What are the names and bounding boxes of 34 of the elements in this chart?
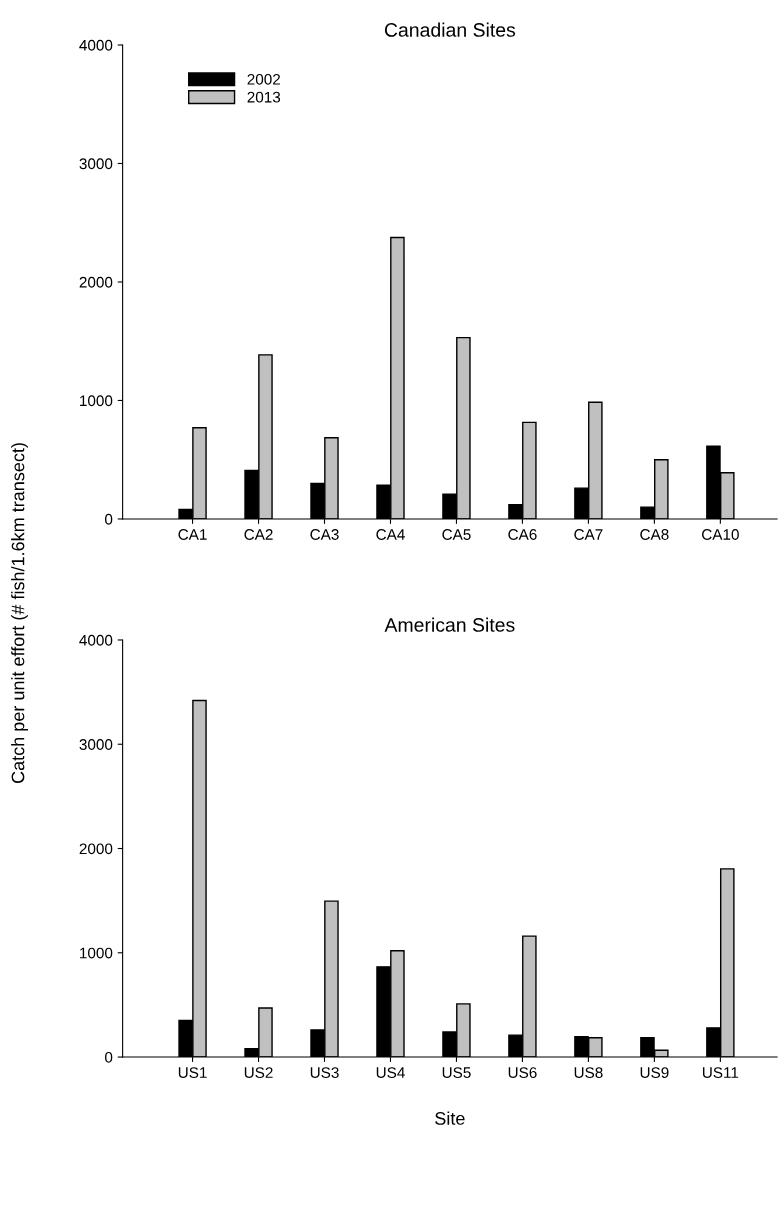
x-tick-label: US6: [508, 1067, 537, 1078]
chart-title: Canadian Sites: [384, 22, 516, 37]
legend-label: 2013: [247, 91, 281, 103]
y-axis-title: Catch per unit effort (# fish/1.6km transect): [11, 443, 28, 784]
x-tick-label: CA2: [244, 529, 273, 540]
x-tick-label: US2: [244, 1067, 273, 1078]
x-tick-label: US11: [702, 1067, 739, 1078]
x-tick-label: US8: [574, 1067, 603, 1078]
y-tick-label: 3000: [79, 158, 113, 170]
y-tick-label: 0: [105, 1051, 113, 1063]
legend-label: 2002: [247, 73, 280, 85]
x-tick-label: CA8: [640, 529, 669, 540]
y-tick-label: 2000: [79, 276, 113, 288]
y-tick-label: 4000: [79, 39, 113, 51]
y-tick-label: 4000: [79, 634, 113, 646]
chart-title: American Sites: [384, 617, 515, 632]
y-tick-label: 1000: [80, 947, 113, 959]
x-tick-label: CA7: [574, 529, 603, 540]
x-tick-label: CA5: [442, 529, 471, 540]
x-tick-label: CA10: [702, 529, 739, 540]
x-tick-label: CA4: [376, 529, 405, 540]
x-tick-label: US3: [310, 1067, 339, 1078]
y-tick-label: 2000: [79, 843, 113, 855]
x-tick-label: CA1: [178, 529, 207, 540]
y-tick-label: 0: [105, 513, 113, 525]
x-tick-label: US4: [376, 1067, 405, 1078]
y-tick-label: 3000: [79, 739, 113, 750]
x-tick-label: CA3: [310, 529, 339, 540]
x-axis-title: Site: [435, 1111, 465, 1125]
x-tick-label: US9: [640, 1067, 669, 1078]
x-tick-label: US5: [442, 1067, 471, 1078]
x-tick-label: CA6: [508, 529, 537, 540]
x-tick-label: US1: [178, 1067, 207, 1078]
y-tick-label: 1000: [80, 395, 113, 407]
